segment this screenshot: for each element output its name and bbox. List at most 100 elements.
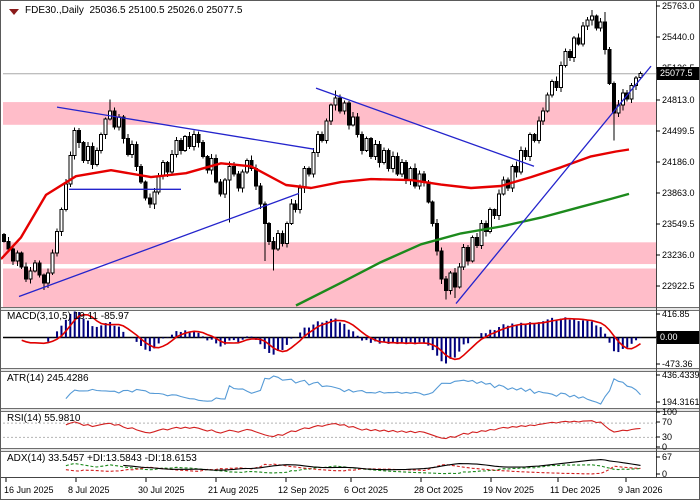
candle-down [377, 144, 382, 163]
symbol-dropdown-icon[interactable] [9, 9, 19, 15]
candle-up [448, 272, 453, 292]
candle-down [231, 165, 236, 175]
candle-down [262, 203, 267, 225]
rsi-axis-label: 70 [662, 417, 673, 427]
candle-down [430, 201, 435, 225]
adx-line [123, 459, 641, 471]
candle-up [558, 65, 563, 88]
candle-down [147, 197, 152, 205]
candle-up [298, 187, 303, 211]
candle-up [85, 146, 90, 161]
candle-down [41, 274, 46, 284]
candle-down [554, 80, 559, 88]
candle-down [346, 102, 351, 126]
candle-down [178, 140, 183, 151]
candle-down [165, 161, 170, 173]
candle-down [267, 223, 272, 242]
adx-axis-label: 0 [662, 469, 668, 479]
candle-up [192, 134, 197, 148]
macd-axis-label: 416.85 [662, 309, 690, 319]
candle-up [373, 144, 378, 157]
time-axis-label: 9 Jan 2026 [618, 485, 663, 495]
candle-up [130, 144, 135, 155]
rsi-axis-label: 0 [662, 442, 668, 452]
candle-up [545, 94, 550, 112]
candle-down [258, 185, 263, 205]
rsi-panel [3, 420, 656, 440]
candle-down [611, 82, 616, 114]
candle-up [99, 134, 104, 151]
candle-up [572, 37, 577, 59]
atr-axis-label: 194.3161 [662, 397, 700, 407]
candle-down [532, 134, 537, 142]
candle-up [311, 151, 316, 175]
green-moving-average [295, 192, 630, 307]
time-axis-label: 19 Nov 2025 [483, 485, 535, 495]
candle-down [134, 144, 139, 167]
rsi-line [65, 420, 641, 440]
atr-line [65, 375, 641, 405]
time-axis-label: 12 Sep 2025 [278, 485, 330, 495]
price-axis-label: 25440.0 [662, 32, 695, 42]
candle-up [108, 110, 113, 120]
candle-up [209, 157, 214, 171]
candle-up [550, 80, 555, 96]
candle-down [576, 37, 581, 45]
candle-up [351, 116, 356, 126]
candle-down [413, 167, 418, 187]
candle-up [276, 232, 281, 250]
candle-down [10, 248, 15, 262]
atr-axis-label: 436.4339 [662, 370, 700, 380]
candle-down [452, 272, 457, 288]
candle-up [342, 102, 347, 112]
candle-down [187, 136, 192, 148]
candle-up [302, 167, 307, 189]
candle-up [541, 110, 546, 122]
time-axis-label: 6 Oct 2025 [344, 485, 389, 495]
rsi-axis-label: 30 [662, 432, 673, 442]
price-axis-label: 22922.5 [662, 281, 695, 291]
price-axis-label: 23863.0 [662, 188, 695, 198]
trendline [455, 65, 652, 304]
price-axis-label: 25763.0 [662, 1, 695, 11]
candle-down [426, 181, 431, 203]
candle-down [214, 157, 219, 183]
candle-down [523, 149, 528, 157]
candle-up [479, 223, 484, 246]
trendline [56, 106, 315, 150]
candle-up [390, 155, 395, 169]
candle-down [567, 51, 572, 59]
atr-panel [65, 375, 641, 405]
candle-up [563, 51, 568, 67]
candle-up [289, 203, 294, 225]
candle-up [581, 25, 586, 45]
candle-down [466, 246, 471, 262]
candle-down [594, 15, 599, 29]
time-axis-label: 28 Oct 2025 [414, 485, 464, 495]
candle-down [514, 165, 519, 173]
candle-up [457, 266, 462, 288]
candle-up [174, 140, 179, 155]
candle-up [461, 246, 466, 268]
candle-up [408, 167, 413, 181]
candle-down [77, 130, 82, 144]
candle-up [315, 134, 320, 153]
candle-up [329, 104, 334, 122]
candle-down [280, 232, 285, 244]
panel-separators [1, 1, 699, 478]
candle-up [488, 209, 493, 232]
candle-up [382, 149, 387, 163]
candle-down [306, 167, 311, 175]
candle-down [200, 142, 205, 157]
time-axis-label: 8 Jul 2025 [68, 485, 110, 495]
rsi-axis-label: 100 [662, 407, 678, 417]
panel-separator [1, 368, 699, 372]
candle-up [103, 118, 108, 136]
candle-down [607, 49, 612, 84]
candle-down [444, 278, 448, 292]
candle-up [536, 120, 541, 142]
adx-panel [65, 459, 641, 475]
adx-axis-label: 67 [662, 452, 673, 462]
